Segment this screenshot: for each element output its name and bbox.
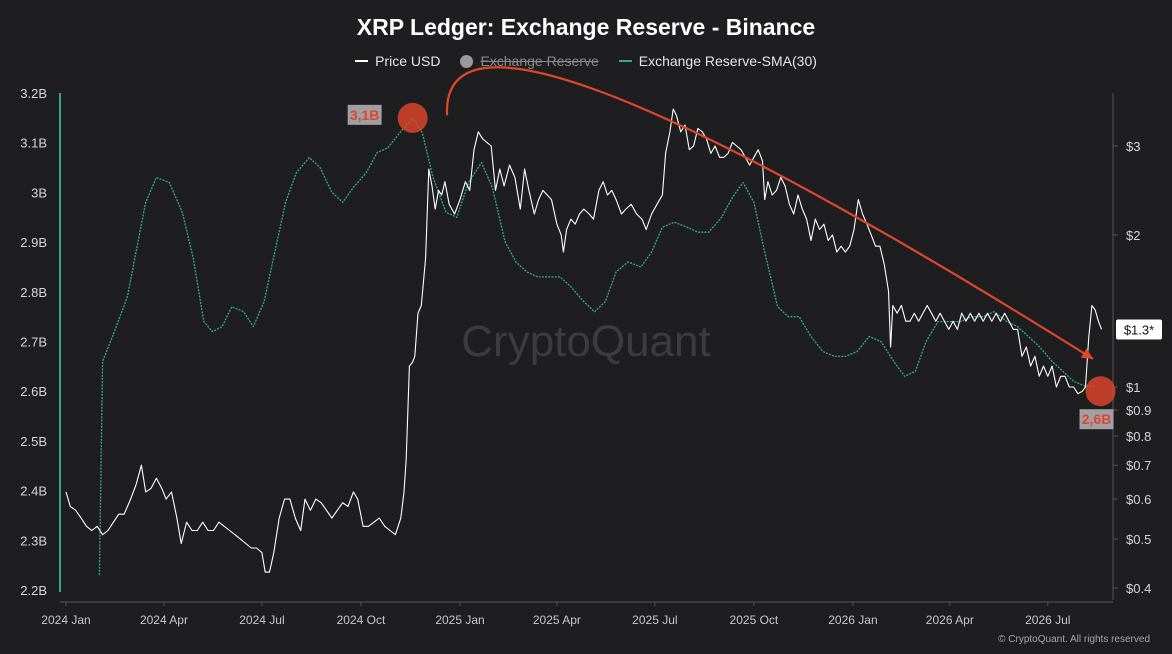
y-right-tick-label: $3 (1126, 139, 1140, 154)
y-right-tick-label: $1 (1126, 380, 1140, 395)
x-tick-label: 2026 Apr (926, 613, 974, 627)
legend-item-exchange-reserve[interactable]: Exchange Reserve (460, 53, 599, 69)
x-tick-label: 2026 Jan (828, 613, 877, 627)
x-tick-label: 2025 Oct (730, 613, 779, 627)
trend-arrow-curve (445, 66, 1094, 360)
legend-label-sma: Exchange Reserve-SMA(30) (638, 53, 817, 69)
y-right-tick-label: $0.5 (1126, 532, 1151, 547)
copyright-notice: © CryptoQuant. All rights reserved (998, 634, 1150, 645)
trend-arrow-head-icon (1080, 348, 1094, 359)
y-left-tick-label: 2.9B (20, 235, 47, 250)
annotation-marker (1085, 376, 1116, 407)
y-right-tick-label: $2 (1126, 228, 1140, 243)
current-price-badge (1116, 319, 1162, 340)
y-right-tick-label: $0.4 (1126, 581, 1151, 596)
legend-item-price[interactable]: Price USD (355, 53, 440, 69)
axes (59, 93, 1114, 603)
legend-item-sma[interactable]: Exchange Reserve-SMA(30) (618, 53, 817, 69)
y-left-tick-label: 2.6B (20, 384, 47, 399)
y-left-tick-label: 2.5B (20, 434, 47, 449)
x-tick-label: 2025 Jan (435, 613, 484, 627)
annotation-label-box (347, 104, 382, 125)
y-left-tick-label: 3B (31, 185, 47, 200)
sma-line-swatch-icon (618, 60, 632, 62)
y-right-axis: $0.4 $0.5 $0.6 $0.7 $0.8 $0.9 $1 $2 $3 $1.3* (1113, 139, 1162, 596)
x-tick-label: 2024 Apr (140, 613, 188, 627)
annotation-label: 3,1B (350, 107, 380, 123)
y-left-tick-label: 2.4B (20, 484, 47, 499)
x-tick-label: 2024 Jul (239, 613, 284, 627)
y-left-tick-label: 2.3B (20, 533, 47, 548)
y-right-tick-label: $0.8 (1126, 429, 1151, 444)
legend-label-price: Price USD (375, 53, 441, 69)
annotation-marker (397, 102, 428, 133)
reserve-dot-swatch-icon (460, 54, 474, 68)
annotation-label: 2,6B (1082, 411, 1112, 427)
legend-label-exchange-reserve: Exchange Reserve (480, 53, 599, 69)
annotation-label-box (1079, 409, 1114, 430)
y-right-tick-label: $0.7 (1126, 458, 1151, 473)
y-left-axis: 2.2B 2.3B 2.4B 2.5B 2.6B 2.7B 2.8B 2.9B 3B 3.1B 3.… (20, 86, 47, 598)
series-layer (65, 108, 1103, 576)
price-line-swatch-icon (355, 60, 369, 62)
annotation-layer: 3,1B 2,6B (347, 66, 1116, 430)
x-tick-label: 2024 Oct (337, 613, 386, 627)
y-left-tick-label: 3.1B (20, 136, 47, 151)
y-left-tick-label: 2.2B (20, 583, 47, 598)
legend: Price USD Exchange Reserve Exchange Rese… (0, 53, 1172, 69)
x-tick-label: 2026 Jul (1025, 613, 1070, 627)
current-price-badge-label: $1.3* (1124, 322, 1154, 337)
x-tick-label: 2024 Jan (41, 613, 90, 627)
y-left-tick-label: 2.7B (20, 335, 47, 350)
price-series-line (65, 108, 1103, 573)
y-left-tick-label: 3.2B (20, 86, 47, 101)
chart-title: XRP Ledger: Exchange Reserve - Binance (356, 14, 816, 40)
x-tick-label: 2025 Apr (533, 613, 581, 627)
x-axis: 2024 Jan 2024 Apr 2024 Jul 2024 Oct 2025 Jan… (41, 602, 1070, 627)
y-right-tick-label: $0.9 (1126, 403, 1151, 418)
sma-series-line (98, 117, 1096, 576)
watermark-logo-text: CryptoQuant (461, 317, 710, 366)
y-left-tick-label: 2.8B (20, 285, 47, 300)
x-tick-label: 2025 Jul (632, 613, 677, 627)
y-right-tick-label: $0.6 (1126, 492, 1151, 507)
